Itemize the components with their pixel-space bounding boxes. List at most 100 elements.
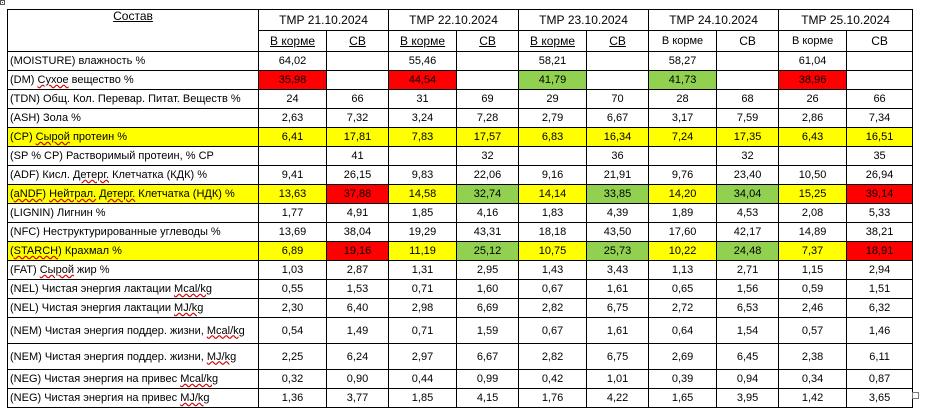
value-dm: 4,53 [716,203,780,223]
value-in-feed: 10,75 [518,241,588,261]
value-in-feed: 26 [778,89,848,109]
row-label: (LIGNIN) Лигнин % [7,203,259,223]
value-in-feed: 9,76 [648,165,718,185]
value-in-feed: 2,79 [518,108,588,128]
value-dm: 4,16 [456,203,520,223]
value-in-feed: 2,46 [778,298,848,318]
value-in-feed: 1,42 [778,388,848,408]
value-in-feed [258,146,327,166]
value-in-feed: 41,79 [518,70,588,90]
value-dm: 3,95 [716,388,780,408]
value-dm: 0,99 [456,369,520,389]
value-in-feed: 2,08 [778,203,848,223]
value-dm [325,70,390,90]
value-dm: 26,94 [846,165,914,185]
row-label: (ADF) Кисл. Детерг. Клетчатка (КДК) % [7,165,259,185]
sub-dm-1: СВ [325,30,390,52]
row-label: (CP) Сырой протеин % [7,127,259,147]
value-dm: 36 [586,146,650,166]
value-dm: 17,81 [325,127,390,147]
value-in-feed: 7,83 [388,127,458,147]
value-in-feed: 0,57 [778,317,848,344]
value-dm: 19,16 [325,241,390,261]
value-dm: 69 [456,89,520,109]
value-dm: 41 [325,146,390,166]
value-in-feed: 6,83 [518,127,588,147]
value-dm [716,70,780,90]
value-dm: 6,69 [456,298,520,318]
sub-in-feed-2: В корме [388,30,458,52]
value-in-feed: 1,85 [388,203,458,223]
row-label: (FAT) Сырой жир % [7,260,259,280]
value-in-feed: 1,76 [518,388,588,408]
table-row: (ADF) Кисл. Детерг. Клетчатка (КДК) % 9,4… [7,165,914,185]
value-in-feed [388,146,458,166]
value-dm: 35 [846,146,914,166]
header-date-4: ТМР 24.10.2024 [648,9,780,31]
value-dm: 0,94 [716,369,780,389]
value-in-feed: 19,29 [388,222,458,242]
value-dm: 6,67 [456,343,520,370]
value-in-feed: 10,50 [778,165,848,185]
value-dm: 26,15 [325,165,390,185]
row-label: (NFC) Неструктурированные углеводы % [7,222,259,242]
value-in-feed: 17,60 [648,222,718,242]
value-in-feed: 0,54 [258,317,327,344]
value-dm: 2,94 [846,260,914,280]
value-dm: 6,75 [586,343,650,370]
row-label: (DM) Сухое вещество % [7,70,259,90]
value-in-feed: 2,72 [648,298,718,318]
value-in-feed: 3,17 [648,108,718,128]
header-composition: Состав [7,9,259,52]
value-dm: 6,11 [846,343,914,370]
header-row-dates: Состав ТМР 21.10.2024 ТМР 22.10.2024 ТМР… [7,9,914,52]
value-dm: 66 [846,89,914,109]
sub-in-feed-5: В корме [778,30,848,52]
value-dm: 1,46 [846,317,914,344]
value-in-feed: 14,89 [778,222,848,242]
row-label: (TDN) Общ. Кол. Перевар. Питат. Веществ … [7,89,259,109]
value-dm: 4,91 [325,203,390,223]
sub-in-feed-3: В корме [518,30,588,52]
header-row-sub: В корме СВ В корме СВ В корме СВ В корме… [8,30,914,52]
table-row: (FAT) Сырой жир % 1,03 2,87 1,31 2,95 1,43 3,4… [7,260,914,280]
value-dm: 25,12 [456,241,520,261]
table-row: (aNDF) Нейтрал. Детерг. Клетчатка (НДК) … [7,184,914,204]
value-in-feed: 2,82 [518,298,588,318]
value-dm: 4,15 [456,388,520,408]
value-dm: 33,85 [586,184,650,204]
value-in-feed: 0,42 [518,369,588,389]
value-in-feed: 0,67 [518,317,588,344]
value-dm: 23,40 [716,165,780,185]
sub-dm-5: СВ [846,30,914,52]
value-dm: 66 [325,89,390,109]
value-dm: 1,51 [846,279,914,299]
value-dm: 6,67 [586,108,650,128]
value-dm [325,51,390,71]
value-dm: 16,51 [846,127,914,147]
row-label: (NEG) Чистая энергия на привес MJ/kg [7,388,259,408]
value-dm [586,51,650,71]
value-dm: 32,74 [456,184,520,204]
table-row: (DM) Сухое вещество % 35,98 44,54 41,79 41,7… [7,70,914,90]
header-date-2: ТМР 22.10.2024 [388,9,520,31]
value-dm: 7,34 [846,108,914,128]
table-row: (NEG) Чистая энергия на привес Mcal/kg 0,… [7,369,914,389]
value-dm: 17,57 [456,127,520,147]
sub-in-feed-4: В корме [648,30,718,52]
corner-marker-bottom-right [912,392,919,399]
row-label: (MOISTURE) влажность % [7,51,259,71]
table-row: (MOISTURE) влажность % 64,02 55,46 58,21 58,… [7,51,914,71]
value-in-feed: 6,43 [778,127,848,147]
value-dm: 3,77 [325,388,390,408]
value-dm: 6,53 [716,298,780,318]
table-row: (STARCH) Крахмал % 6,89 19,16 11,19 25,12 10,… [7,241,914,261]
value-dm: 7,32 [325,108,390,128]
value-in-feed: 24 [258,89,327,109]
value-dm: 43,31 [456,222,520,242]
value-dm: 1,01 [586,369,650,389]
table-row: (NEM) Чистая энергия поддер. жизни, Mcal… [7,317,914,344]
row-label: (NEL) Чистая энергия лактации Mcal/kg [7,279,259,299]
value-in-feed [648,146,718,166]
table-row: (CP) Сырой протеин % 6,41 17,81 7,83 17,57 6,… [7,127,914,147]
